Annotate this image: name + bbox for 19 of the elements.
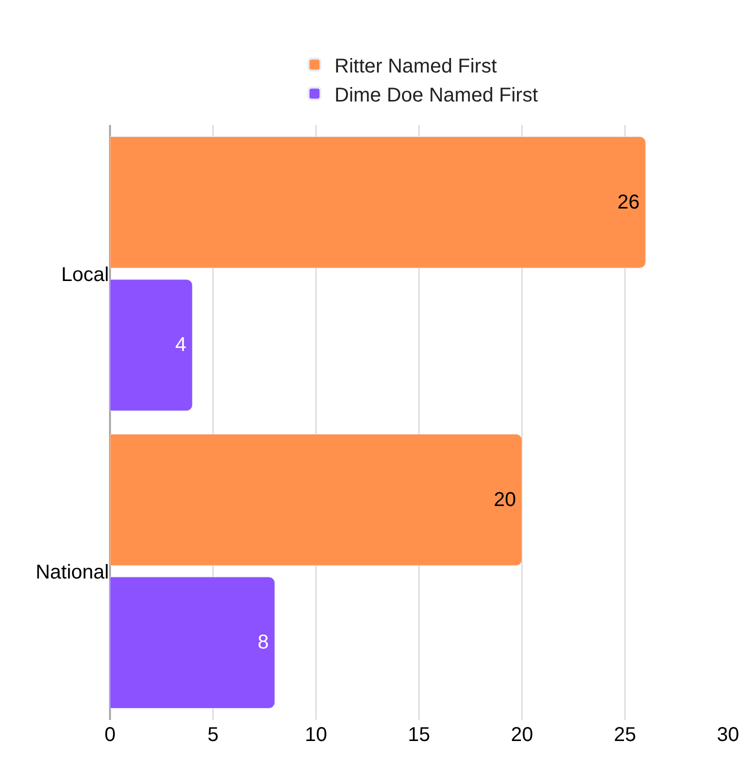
bar — [110, 434, 522, 566]
x-tick-label: 20 — [510, 724, 534, 746]
legend-label: Dime Doe Named First — [334, 84, 538, 106]
x-tick-label: 0 — [104, 724, 116, 746]
x-tick-label: 5 — [207, 724, 219, 746]
x-tick-label: 10 — [304, 724, 328, 746]
y-tick-label: Local — [61, 264, 109, 286]
legend-label: Ritter Named First — [334, 55, 498, 78]
bar — [110, 279, 193, 412]
data-label: 20 — [494, 488, 516, 511]
y-tick-label: National — [36, 561, 109, 584]
bar — [110, 576, 276, 709]
bar — [110, 136, 646, 268]
x-tick-label: 25 — [614, 724, 636, 746]
x-tick-label: 15 — [408, 724, 430, 746]
data-label: 4 — [175, 334, 186, 356]
data-label: 26 — [617, 191, 640, 214]
x-tick-label: 30 — [716, 724, 740, 746]
data-label: 8 — [258, 632, 269, 654]
